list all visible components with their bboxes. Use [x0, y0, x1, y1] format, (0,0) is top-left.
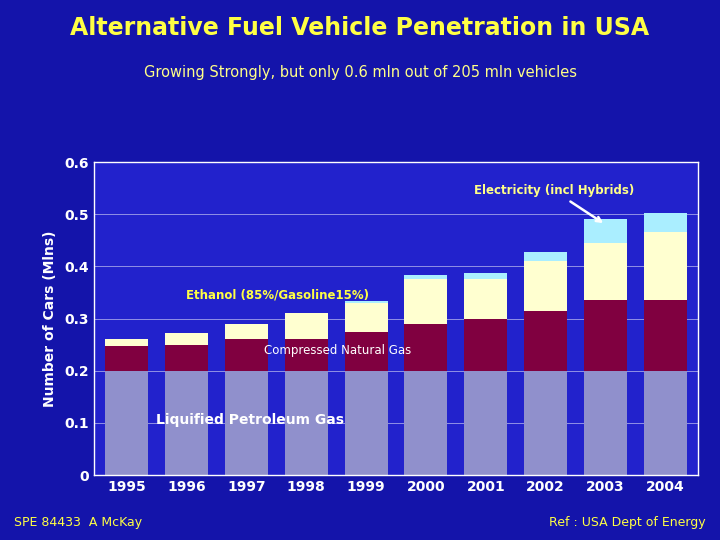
Y-axis label: Number of Cars (Mlns): Number of Cars (Mlns) [43, 231, 57, 407]
Bar [405, 324, 448, 371]
Bar [165, 345, 208, 371]
Bar [524, 371, 567, 475]
Bar [524, 311, 567, 371]
Bar [344, 371, 387, 475]
Bar [284, 313, 328, 340]
Bar [524, 261, 567, 310]
Bar [344, 303, 387, 332]
Bar [225, 324, 268, 340]
Text: Alternative Fuel Vehicle Penetration in USA: Alternative Fuel Vehicle Penetration in … [71, 16, 649, 40]
Text: SPE 84433  A McKay: SPE 84433 A McKay [14, 516, 143, 529]
Bar [284, 371, 328, 475]
Bar [105, 340, 148, 346]
Bar [165, 333, 208, 345]
Text: Electricity (incl Hybrids): Electricity (incl Hybrids) [474, 184, 634, 221]
Bar [584, 300, 627, 371]
Bar [464, 371, 508, 475]
Text: Ref : USA Dept of Energy: Ref : USA Dept of Energy [549, 516, 706, 529]
Bar [225, 340, 268, 371]
Bar [344, 332, 387, 371]
Bar [405, 280, 448, 324]
Bar [105, 346, 148, 371]
Bar [344, 301, 387, 303]
Bar [584, 243, 627, 300]
Bar [644, 300, 687, 371]
Bar [284, 340, 328, 371]
Bar [165, 371, 208, 475]
Bar [405, 371, 448, 475]
Bar [105, 371, 148, 475]
Bar [405, 275, 448, 280]
Bar [644, 213, 687, 232]
Bar [584, 371, 627, 475]
Bar [644, 232, 687, 300]
Bar [464, 273, 508, 280]
Text: Ethanol (85%/Gasoline15%): Ethanol (85%/Gasoline15%) [186, 288, 369, 302]
Bar [464, 279, 508, 319]
Bar [644, 371, 687, 475]
Bar [584, 219, 627, 243]
Text: Liquified Petroleum Gas: Liquified Petroleum Gas [156, 414, 344, 427]
Bar [464, 319, 508, 371]
Bar [225, 371, 268, 475]
Text: Growing Strongly, but only 0.6 mln out of 205 mln vehicles: Growing Strongly, but only 0.6 mln out o… [143, 65, 577, 80]
Text: Compressed Natural Gas: Compressed Natural Gas [264, 345, 412, 357]
Bar [524, 252, 567, 261]
